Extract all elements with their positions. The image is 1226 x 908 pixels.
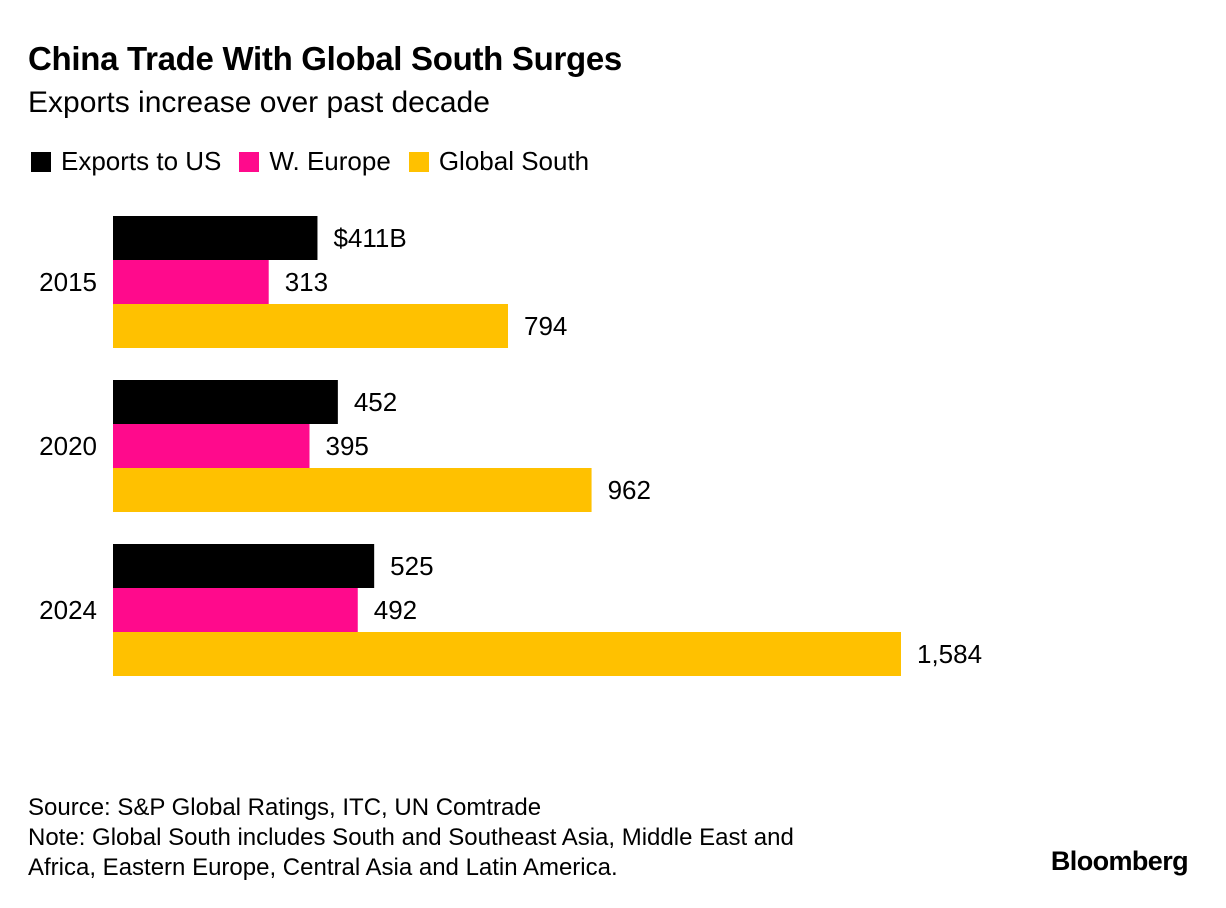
bar-w-europe-2020 <box>113 424 310 468</box>
data-label-exports-to-us-2015: $411B <box>333 223 406 253</box>
bar-w-europe-2015 <box>113 260 269 304</box>
legend-label-exports-to-us: Exports to US <box>61 146 222 176</box>
bar-global-south-2020 <box>113 468 592 512</box>
chart-subtitle: Exports increase over past decade <box>28 86 490 119</box>
data-label-global-south-2015: 794 <box>524 311 567 341</box>
legend-label-global-south: Global South <box>438 146 590 176</box>
legend-swatch-w-europe <box>239 151 260 172</box>
data-label-w-europe-2024: 492 <box>374 595 417 625</box>
bloomberg-logo: Bloomberg <box>1050 846 1189 876</box>
bar-w-europe-2024 <box>113 588 358 632</box>
legend-swatch-exports-to-us <box>31 151 51 172</box>
category-label-2024: 2024 <box>39 595 97 625</box>
bar-global-south-2024 <box>113 632 901 676</box>
legend-item-w-europe: W. Europe <box>239 146 391 177</box>
chart-title: China Trade With Global South Surges <box>28 40 622 77</box>
category-label-2020: 2020 <box>39 431 97 461</box>
bar-exports-to-us-2015 <box>113 216 318 260</box>
legend-item-exports-to-us: Exports to US <box>31 146 221 177</box>
bar-exports-to-us-2024 <box>113 544 375 588</box>
bar-global-south-2015 <box>113 304 508 348</box>
data-label-global-south-2020: 962 <box>608 475 651 505</box>
data-label-global-south-2024: 1,584 <box>917 639 982 669</box>
source-note: Source: S&P Global Ratings, ITC, UN Comt… <box>28 794 542 821</box>
data-label-w-europe-2015: 313 <box>285 267 328 297</box>
legend-item-global-south: Global South <box>408 146 590 177</box>
bar-exports-to-us-2020 <box>113 380 338 424</box>
data-label-w-europe-2020: 395 <box>326 431 369 461</box>
legend: Exports to US W. Europe Global South <box>31 146 607 177</box>
note-line-2: Africa, Eastern Europe, Central Asia and… <box>28 854 618 881</box>
data-label-exports-to-us-2020: 452 <box>354 387 397 417</box>
note-line-1: Note: Global South includes South and So… <box>28 824 794 851</box>
legend-label-w-europe: W. Europe <box>269 146 391 176</box>
category-label-2015: 2015 <box>39 267 97 297</box>
data-label-exports-to-us-2024: 525 <box>390 551 433 581</box>
legend-swatch-global-south <box>408 151 429 172</box>
